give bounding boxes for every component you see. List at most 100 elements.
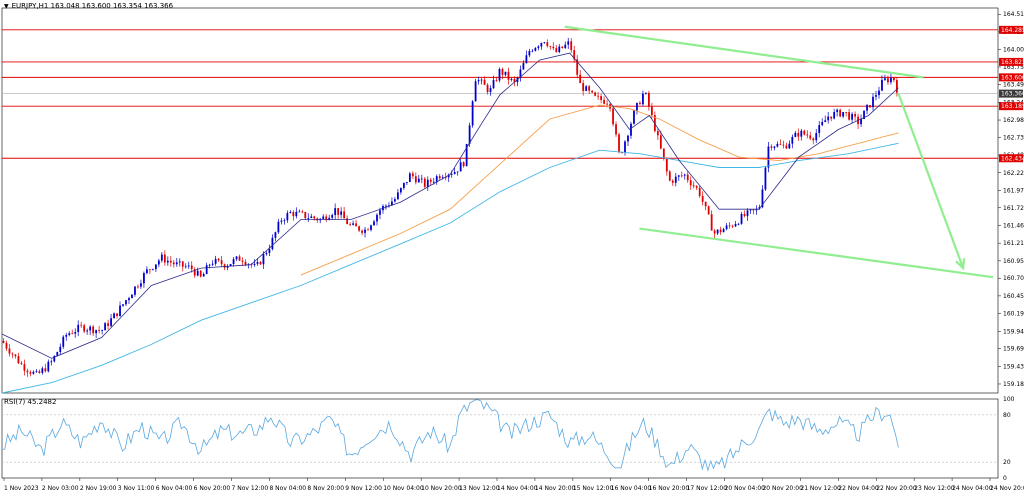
candle-body: [710, 214, 713, 231]
candle-body: [737, 223, 740, 225]
candle-body: [797, 132, 800, 137]
time-tick-label: 8 Nov 20:00: [307, 485, 344, 492]
candle-body: [659, 135, 662, 149]
candle-body: [364, 229, 366, 233]
candle-body: [104, 323, 106, 331]
time-tick-label: 17 Nov 12:00: [687, 485, 728, 492]
price-tick-label: 164.510: [1003, 11, 1024, 18]
candle-body: [277, 221, 280, 233]
candle-body: [298, 211, 301, 213]
price-level-tag: [999, 57, 1023, 66]
candle-body: [677, 175, 680, 177]
candle-body: [642, 93, 644, 105]
candle-body: [707, 206, 710, 215]
candle-body: [519, 69, 522, 79]
rsi-line: [1, 399, 899, 472]
candle-body: [394, 199, 396, 202]
candle-body: [379, 210, 381, 215]
candle-body: [692, 185, 695, 187]
candle-body: [229, 263, 232, 267]
candle-body: [402, 182, 405, 188]
candle-body: [355, 223, 357, 227]
price-axis: 164.510164.255164.000163.750163.495163.2…: [998, 11, 1024, 482]
price-level-tag: [999, 102, 1023, 111]
candle-body: [253, 263, 256, 266]
time-tick-label: 13 Nov 12:00: [459, 485, 500, 492]
candle-body: [770, 146, 773, 148]
candle-body: [340, 211, 343, 215]
time-tick-label: 9 Nov 12:00: [345, 485, 382, 492]
moving-average-mid: [300, 104, 899, 276]
candle-body: [265, 253, 268, 255]
candle-body: [573, 50, 576, 60]
candle-body: [504, 71, 507, 75]
candle-body: [301, 211, 304, 213]
candle-body: [241, 260, 244, 262]
candle-body: [480, 79, 483, 81]
candle-body: [483, 79, 486, 85]
price-tick-label: 161.210: [1003, 240, 1024, 247]
candle-body: [89, 326, 92, 331]
candle-body: [848, 112, 850, 120]
candle-body: [842, 112, 845, 117]
candle-body: [471, 101, 474, 126]
candle-body: [860, 119, 862, 125]
channel-trendline: [564, 25, 924, 79]
time-tick-label: 7 Nov 12:00: [232, 485, 269, 492]
price-tick-label: 159.940: [1003, 328, 1024, 335]
candle-body: [83, 325, 86, 332]
time-tick-label: 21 Nov 12:00: [800, 485, 841, 492]
candle-body: [794, 132, 797, 137]
dropdown-triangle-icon[interactable]: ▼: [4, 3, 9, 10]
candle-body: [113, 313, 115, 319]
candle-body: [827, 116, 830, 121]
time-tick-label: 1 Nov 2023: [4, 485, 39, 492]
candle-body: [761, 189, 764, 208]
candle-body: [665, 158, 668, 172]
time-tick-label: 20 Nov 20:00: [762, 485, 803, 492]
candle-body: [749, 209, 752, 211]
candle-body: [869, 105, 871, 108]
candle-body: [405, 181, 408, 183]
candle-body: [474, 81, 477, 102]
candle-body: [648, 92, 650, 107]
candle-body: [44, 368, 47, 372]
candle-body: [238, 256, 241, 261]
price-tick-label: 161.720: [1003, 205, 1024, 212]
candle-body: [131, 294, 133, 299]
candle-body: [459, 162, 462, 172]
candle-body: [435, 176, 438, 182]
candle-body: [244, 261, 247, 265]
time-tick-label: 24 Nov 20:00: [990, 485, 1024, 492]
candle-body: [95, 330, 98, 334]
candle-body: [50, 361, 53, 363]
candle-body: [854, 113, 856, 117]
candle-body: [812, 138, 815, 141]
candle-body: [334, 208, 337, 216]
candle-body: [884, 78, 886, 80]
candle-body: [645, 92, 647, 94]
candle-body: [122, 304, 124, 306]
candle-body: [662, 148, 665, 159]
forecast-arrow-shaft: [897, 92, 965, 269]
price-tick-label: 160.195: [1003, 311, 1024, 318]
candle-body: [149, 269, 151, 271]
candle-body: [588, 86, 591, 91]
candle-body: [286, 213, 289, 221]
candle-body: [495, 80, 498, 81]
candle-body: [426, 179, 429, 187]
candle-body: [689, 180, 692, 186]
candle-body: [408, 173, 411, 182]
candle-body: [576, 59, 579, 75]
candle-body: [128, 298, 130, 301]
candle-body: [516, 78, 519, 83]
price-level-label: 163.185: [1001, 103, 1024, 110]
time-tick-label: 15 Nov 12:00: [573, 485, 614, 492]
candle-body: [656, 131, 659, 136]
candle-body: [537, 46, 540, 48]
candle-body: [280, 220, 283, 222]
candle-body: [432, 181, 435, 183]
price-level-label: 164.285: [1001, 27, 1024, 34]
candle-body: [878, 90, 880, 96]
